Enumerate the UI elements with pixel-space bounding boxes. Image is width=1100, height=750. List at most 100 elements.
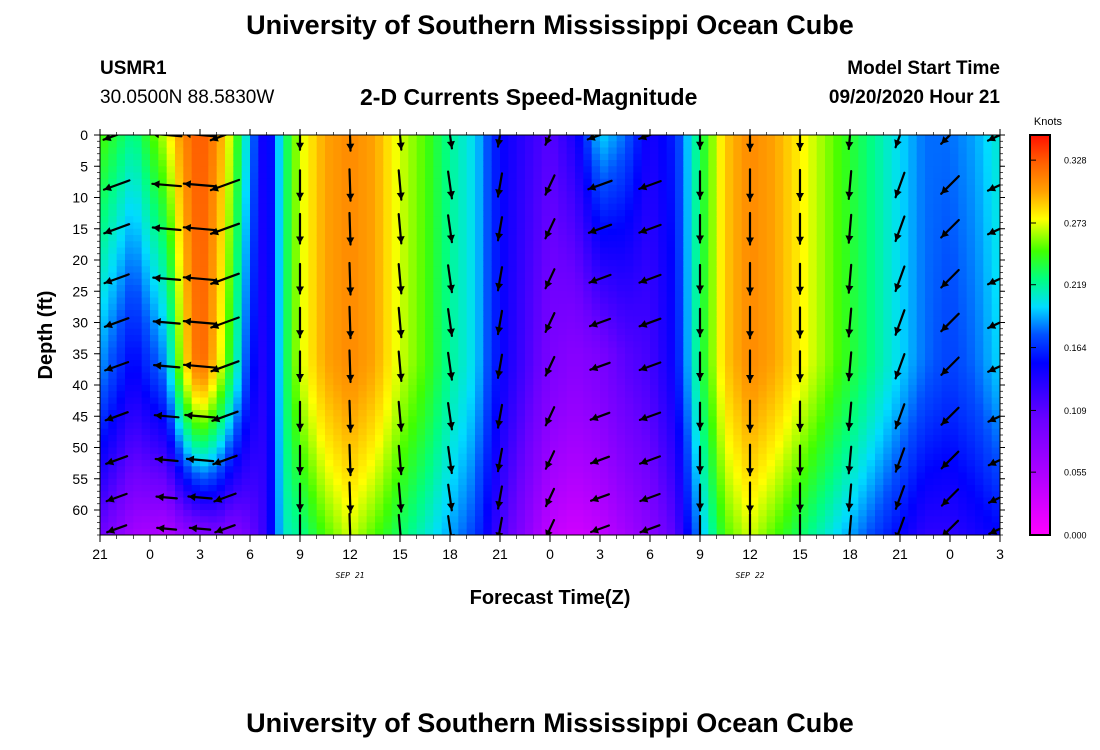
heatmap-cell [708, 210, 718, 217]
heatmap-cell [533, 147, 543, 155]
heatmap-cell [600, 153, 609, 161]
heatmap-cell [375, 366, 384, 374]
heatmap-cell [141, 228, 151, 236]
heatmap-cell [616, 166, 626, 174]
heatmap-cell [125, 310, 134, 317]
heatmap-cell [441, 335, 451, 342]
heatmap-cell [666, 266, 676, 274]
heatmap-cell [116, 403, 126, 411]
heatmap-cell [658, 322, 668, 330]
heatmap-cell [633, 460, 643, 467]
heatmap-cell [666, 166, 676, 174]
heatmap-cell [533, 466, 543, 474]
heatmap-cell [700, 241, 709, 249]
heatmap-cell [333, 497, 343, 505]
heatmap-cell [166, 316, 176, 324]
heatmap-cell [641, 435, 651, 442]
heatmap-cell [191, 447, 201, 455]
heatmap-cell [233, 347, 243, 355]
heatmap-cell [583, 153, 593, 161]
heatmap-cell [200, 491, 209, 499]
heatmap-cell [233, 272, 243, 280]
heatmap-cell [133, 328, 143, 336]
heatmap-cell [675, 491, 684, 499]
heatmap-cell [575, 160, 584, 167]
heatmap-cell [416, 172, 426, 180]
heatmap-cell [650, 516, 659, 524]
heatmap-cell [141, 341, 151, 349]
heatmap-cell [683, 528, 693, 535]
heatmap-cell [450, 478, 459, 486]
heatmap-cell [516, 472, 526, 480]
heatmap-cell [508, 460, 518, 467]
heatmap-cell [391, 310, 401, 317]
heatmap-cell [183, 247, 193, 255]
heatmap-cell [708, 478, 718, 486]
heatmap-cell [500, 360, 509, 367]
heatmap-cell [491, 253, 501, 261]
heatmap-cell [491, 185, 501, 192]
heatmap-cell [283, 372, 293, 380]
heatmap-cell [608, 291, 618, 299]
heatmap-cell [175, 235, 184, 242]
heatmap-cell [116, 347, 126, 355]
heatmap-cell [158, 378, 168, 386]
heatmap-cell [441, 272, 451, 280]
heatmap-cell [608, 435, 618, 442]
heatmap-cell [700, 135, 709, 142]
heatmap-cell [308, 435, 318, 442]
heatmap-cell [175, 328, 184, 336]
heatmap-cell [250, 278, 259, 286]
heatmap-cell [633, 178, 643, 186]
heatmap-cell [125, 491, 134, 499]
heatmap-cell [525, 235, 534, 242]
heatmap-cell [625, 441, 634, 449]
heatmap-cell [441, 328, 451, 336]
heatmap-cell [100, 385, 109, 392]
heatmap-cell [341, 222, 351, 230]
heatmap-cell [158, 497, 168, 505]
heatmap-cell [241, 197, 251, 205]
heatmap-cell [575, 441, 584, 449]
heatmap-cell [550, 397, 559, 405]
heatmap-cell [225, 460, 234, 467]
heatmap-cell [616, 372, 626, 380]
heatmap-cell [541, 297, 551, 305]
heatmap-cell [533, 528, 543, 535]
heatmap-cell [725, 422, 734, 430]
heatmap-cell [508, 335, 518, 342]
heatmap-cell [616, 360, 626, 367]
heatmap-cell [716, 391, 726, 399]
heatmap-cell [400, 303, 409, 311]
heatmap-cell [383, 191, 393, 199]
heatmap-cell [108, 210, 118, 217]
heatmap-cell [416, 528, 426, 535]
heatmap-cell [300, 372, 309, 380]
heatmap-cell [150, 291, 159, 299]
heatmap-cell [225, 260, 234, 267]
heatmap-cell [716, 147, 726, 155]
heatmap-cell [558, 341, 568, 349]
heatmap-cell [341, 410, 351, 417]
heatmap-cell [483, 428, 493, 436]
heatmap-cell [500, 216, 509, 224]
heatmap-cell [483, 403, 493, 411]
heatmap-cell [450, 316, 459, 324]
heatmap-cell [475, 278, 484, 286]
heatmap-cell [233, 366, 243, 374]
heatmap-cell [583, 303, 593, 311]
heatmap-cell [425, 153, 434, 161]
heatmap-cell [175, 241, 184, 249]
heatmap-cell [591, 410, 601, 417]
heatmap-cell [333, 178, 343, 186]
heatmap-cell [450, 335, 459, 342]
heatmap-cell [275, 241, 284, 249]
heatmap-cell [400, 410, 409, 417]
heatmap-cell [366, 503, 376, 511]
heatmap-cell [275, 178, 284, 186]
heatmap-cell [375, 266, 384, 274]
heatmap-cell [616, 341, 626, 349]
heatmap-cell [341, 185, 351, 192]
heatmap-cell [341, 278, 351, 286]
heatmap-cell [341, 228, 351, 236]
